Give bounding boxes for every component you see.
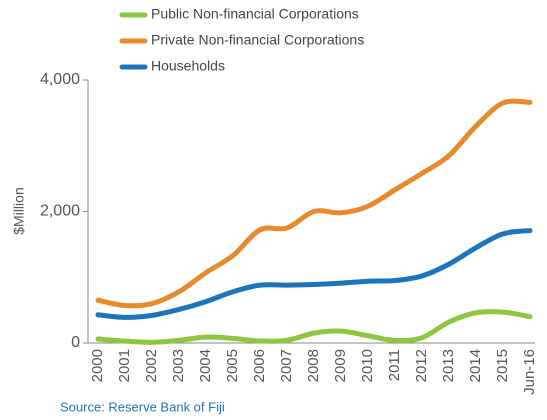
line xyxy=(95,228,533,320)
x-tick-label: 2012 xyxy=(413,349,430,382)
x-tick-label: Jun-16 xyxy=(521,349,538,395)
x-tick-label: 2002 xyxy=(143,349,160,382)
x-tick-label: 2010 xyxy=(359,349,376,382)
legend-label: Public Non-financial Corporations xyxy=(151,6,359,22)
x-tick-label: 2013 xyxy=(440,349,457,382)
legend-label: Households xyxy=(151,58,225,74)
source: Source: Reserve Bank of Fiji xyxy=(60,399,225,414)
x-tick-label: 2007 xyxy=(278,349,295,382)
y-tick-label: 4,000 xyxy=(40,71,80,88)
x-tick-label: 2003 xyxy=(170,349,187,382)
x-tick-label: 2000 xyxy=(89,349,106,382)
y-tick-label: 2,000 xyxy=(40,203,80,220)
y-tick-label: 0 xyxy=(71,334,80,351)
x-tick-label: 2006 xyxy=(251,349,268,382)
x-tick-label: 2004 xyxy=(197,349,214,382)
legend-label: Private Non-financial Corporations xyxy=(151,32,364,48)
x-tick-label: 2001 xyxy=(116,349,133,382)
x-tick-label: 2005 xyxy=(224,349,241,382)
line xyxy=(95,309,533,345)
x-tick-label: 2014 xyxy=(467,349,484,382)
line xyxy=(95,98,533,309)
y-axis-label: $Million xyxy=(11,187,27,234)
x-tick-label: 2011 xyxy=(386,349,403,381)
x-tick-label: 2008 xyxy=(305,349,322,382)
x-tick-label: 2015 xyxy=(494,349,511,382)
x-tick-label: 2009 xyxy=(332,349,349,382)
